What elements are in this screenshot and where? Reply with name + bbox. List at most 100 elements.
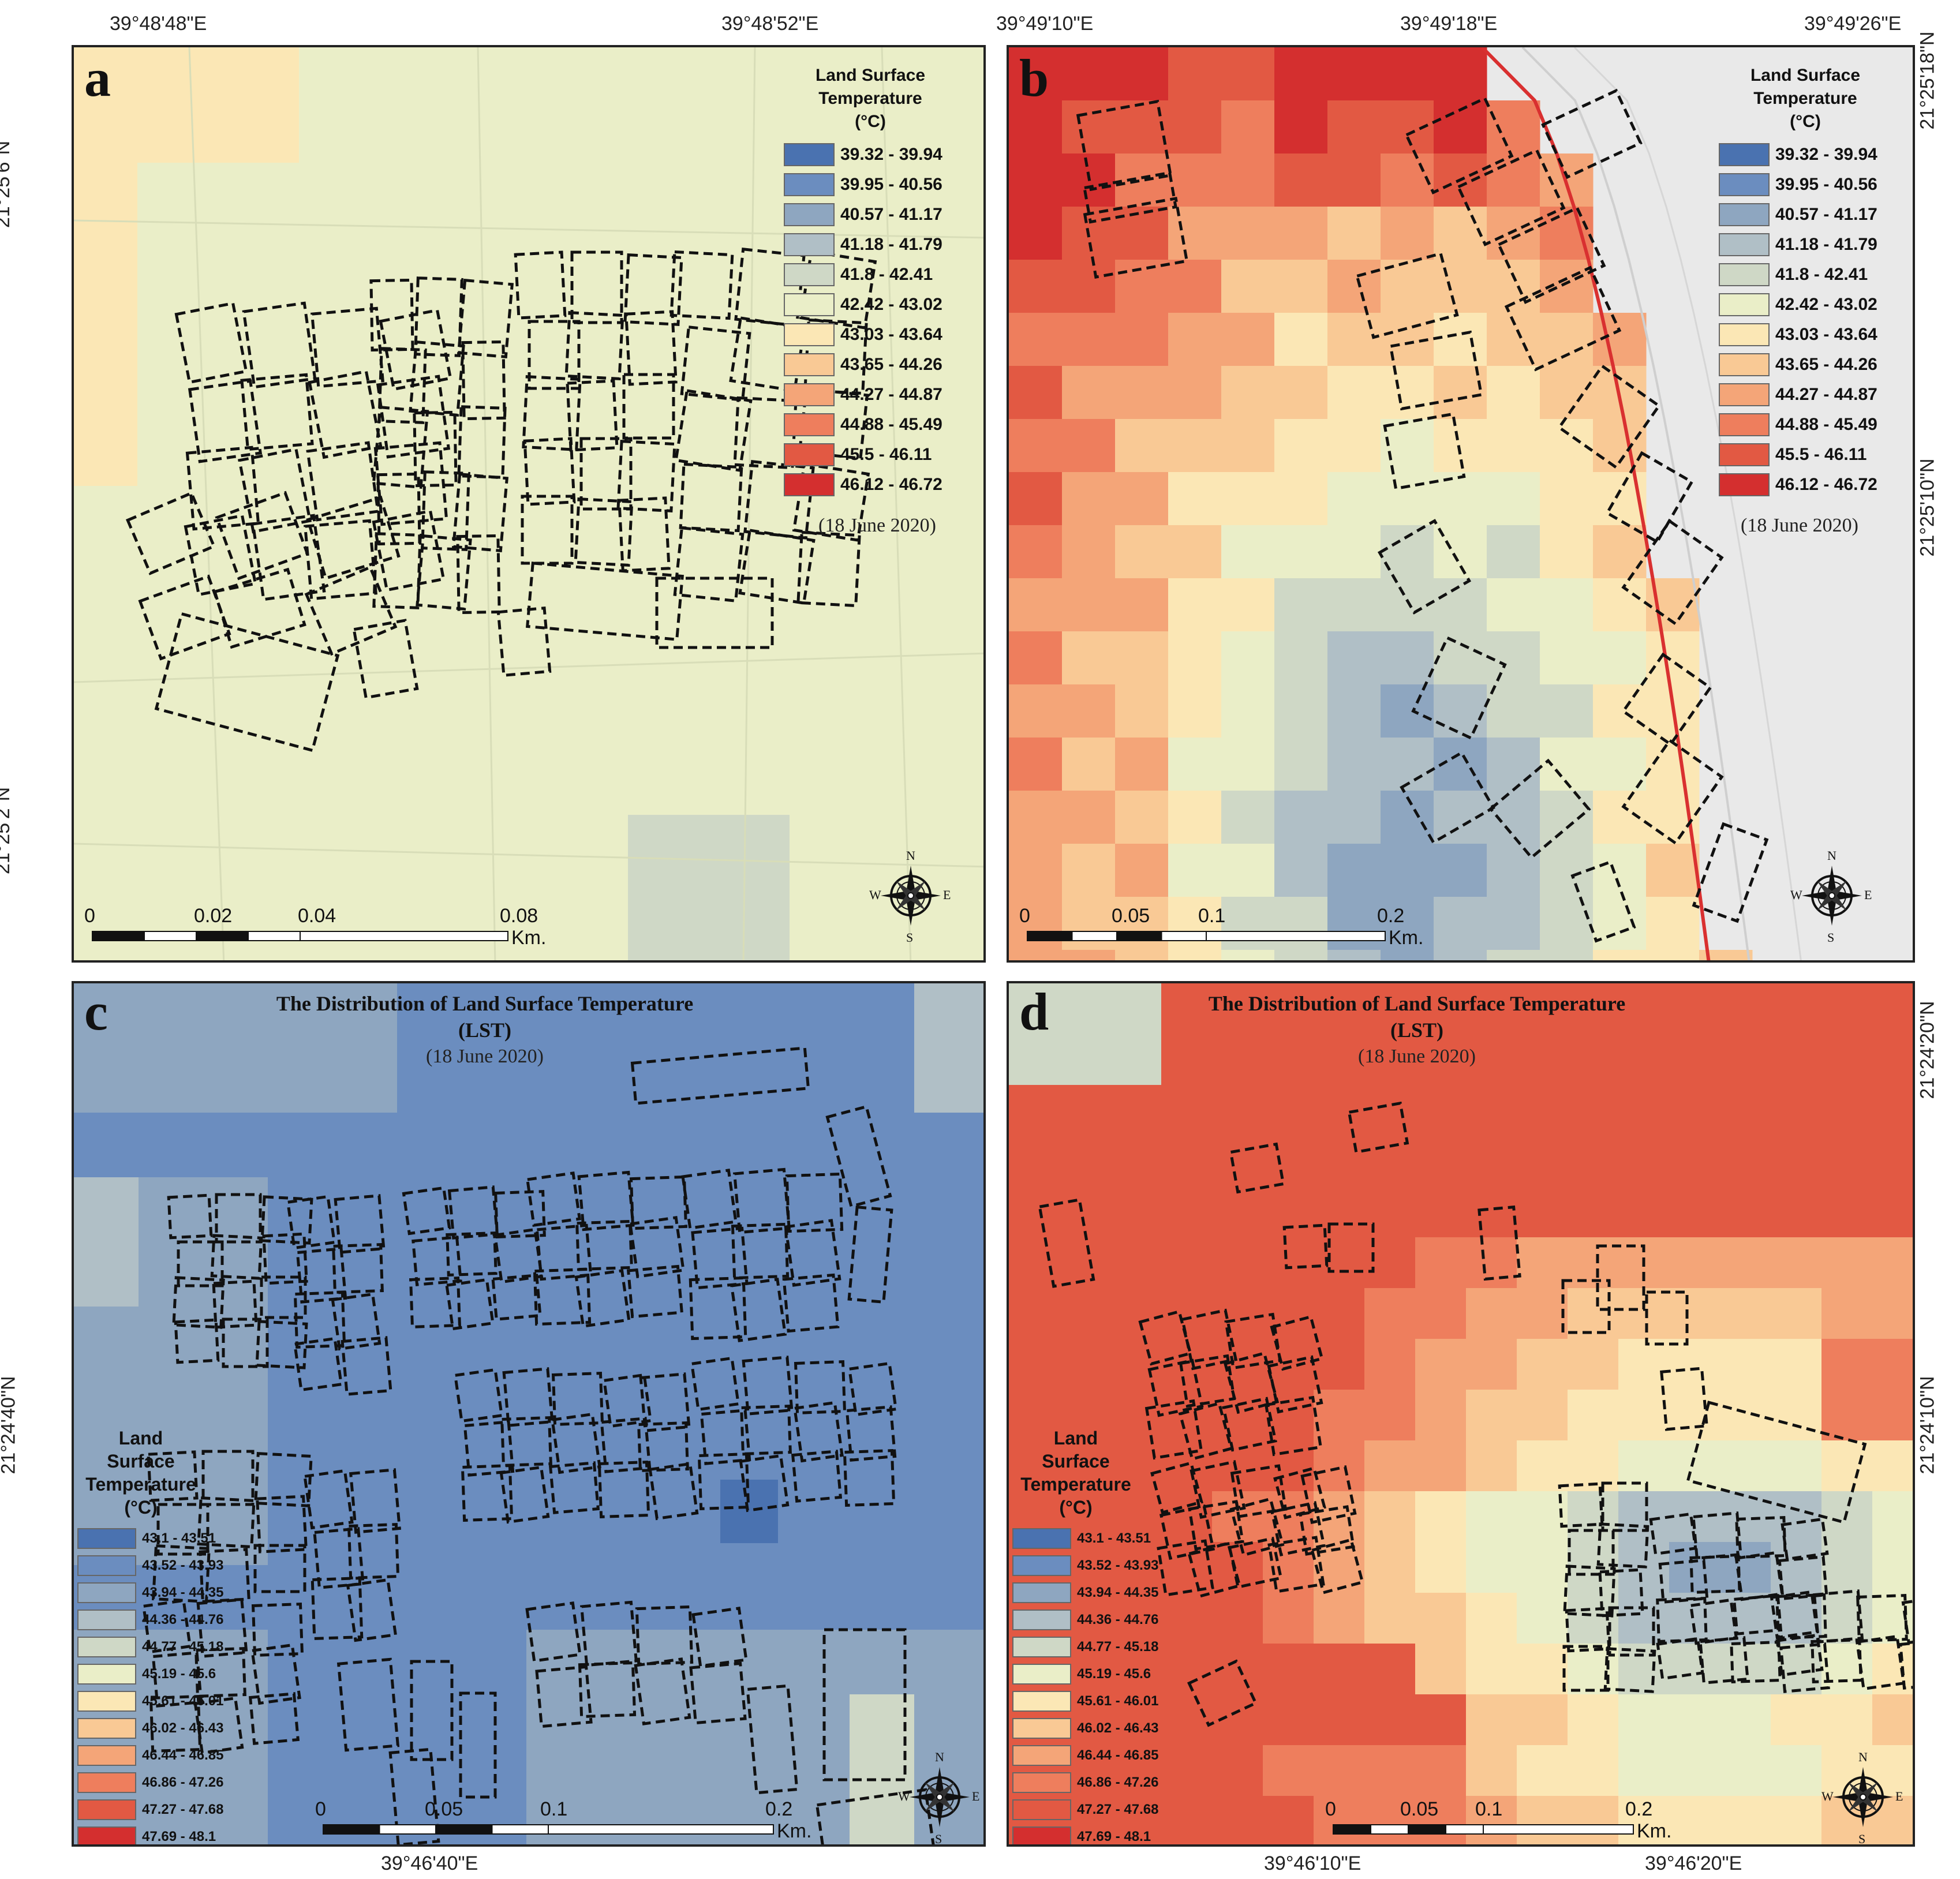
lst-pixel	[1062, 578, 1116, 632]
coord-label: 21°24'20"N	[1916, 1001, 1939, 1099]
lst-pixel	[1517, 1288, 1568, 1339]
lst-pixel	[1872, 1796, 1913, 1844]
lst-pixel	[1646, 738, 1700, 791]
building-footprint	[629, 1216, 685, 1278]
lst-pixel	[656, 1759, 721, 1824]
lst-raster	[1009, 983, 1913, 1844]
road-line	[477, 47, 496, 960]
lst-pixel	[850, 1177, 915, 1242]
lst-pixel	[526, 1759, 592, 1824]
lst-pixel	[1274, 791, 1328, 844]
lst-pixel	[1568, 1745, 1619, 1796]
building-footprint	[331, 1292, 381, 1351]
building-footprint	[253, 1544, 306, 1593]
lst-pixel	[720, 1480, 778, 1543]
lst-pixel	[1771, 1491, 1822, 1543]
lst-pixel	[1540, 631, 1594, 685]
lst-pixel	[1618, 1390, 1670, 1441]
lst-pixel	[1314, 1237, 1365, 1289]
lst-pixel	[720, 1242, 786, 1307]
lst-pixel	[1009, 791, 1063, 844]
north-arrow-icon: N S W E	[1821, 1750, 1903, 1844]
lst-pixel	[1327, 791, 1381, 844]
legend-item: 47.69 - 48.1	[1012, 1826, 1151, 1844]
lst-pixel	[1517, 1644, 1568, 1695]
lst-pixel	[1364, 1034, 1416, 1086]
building-footprint	[1656, 1597, 1708, 1643]
lst-pixel	[1568, 1491, 1619, 1543]
scale-label: 0.05	[1400, 1798, 1439, 1820]
legend-swatch	[77, 1772, 136, 1793]
lst-pixel	[1062, 419, 1116, 473]
lst-pixel	[1009, 1440, 1060, 1492]
north-arrow-icon: N S W E	[869, 848, 951, 945]
legend-label: 44.88 - 45.49	[1775, 415, 1877, 434]
building-footprint	[1596, 1522, 1649, 1569]
lst-pixel	[1466, 1440, 1517, 1492]
lst-pixel	[268, 1436, 333, 1501]
scale-label: 0	[1325, 1798, 1336, 1820]
lst-pixel	[139, 1242, 204, 1307]
legend-label: 41.8 - 42.41	[1775, 265, 1868, 284]
lst-pixel	[914, 1694, 979, 1760]
compass-rose-icon	[1802, 866, 1862, 926]
map-title: The Distribution of Land Surface Tempera…	[276, 992, 694, 1015]
building-footprint	[1178, 1401, 1233, 1461]
lst-pixel	[332, 1048, 398, 1113]
building-footprint	[413, 410, 458, 488]
building-footprint	[496, 607, 552, 677]
legend-title-line: Surface	[107, 1451, 175, 1472]
lst-pixel	[1415, 1542, 1467, 1593]
legend-label: 43.03 - 43.64	[1775, 325, 1877, 344]
lst-pixel	[1009, 844, 1063, 897]
building-footprint	[551, 1412, 601, 1474]
building-footprint	[690, 1356, 740, 1412]
building-footprint	[648, 1462, 699, 1521]
legend-item: 41.8 - 42.41	[784, 263, 933, 286]
lst-pixel	[1669, 1288, 1720, 1339]
building-footprint	[1856, 1594, 1908, 1642]
lst-pixel	[203, 1048, 268, 1113]
legend-item: 46.86 - 47.26	[1012, 1772, 1158, 1793]
building-footprint	[1561, 1279, 1611, 1334]
lst-pixel	[1415, 1745, 1467, 1796]
road-line	[1573, 47, 1802, 960]
lst-pixel	[979, 1177, 983, 1242]
building-footprint	[1557, 364, 1661, 470]
lst-pixel	[1434, 47, 1487, 101]
compass-n-label: N	[1827, 848, 1836, 863]
lst-pixel	[1009, 100, 1063, 154]
building-footprint	[188, 379, 263, 463]
legend-title-line: Land Surface	[1750, 66, 1861, 85]
lst-pixel	[203, 1759, 268, 1824]
lst-pixel	[526, 1113, 592, 1178]
compass-s-label: S	[1827, 930, 1835, 945]
building-footprint	[1270, 1315, 1324, 1371]
lst-pixel	[1669, 1644, 1720, 1695]
lst-pixel	[1466, 1339, 1517, 1390]
lst-pixel	[203, 1242, 268, 1307]
lst-pixel	[1274, 578, 1328, 632]
legend-item: 39.95 - 40.56	[1719, 173, 1877, 196]
scale-bar-segment	[1408, 1824, 1446, 1835]
lst-pixel	[1618, 1440, 1670, 1492]
legend-label: 47.27 - 47.68	[1077, 1802, 1159, 1817]
building-footprint	[622, 373, 675, 440]
legend-label: 45.19 - 45.6	[1077, 1666, 1151, 1682]
lst-pixel	[1364, 1491, 1416, 1543]
legend-label: 45.61 - 46.01	[1077, 1693, 1159, 1709]
legend-item: 41.18 - 41.79	[1719, 233, 1877, 256]
scale-bar-segment	[1071, 931, 1117, 941]
lst-pixel	[1720, 1440, 1771, 1492]
building-footprint	[1383, 412, 1466, 491]
compass-rose-icon	[881, 866, 941, 926]
building-footprint	[535, 1665, 593, 1728]
lst-pixel	[1466, 1034, 1517, 1086]
lst-pixel	[1669, 1745, 1720, 1796]
lst-pixel	[1263, 1136, 1314, 1187]
lst-pixel	[1618, 1745, 1670, 1796]
lst-pixel	[1517, 1339, 1568, 1390]
building-footprint	[629, 1175, 688, 1230]
lst-pixel	[1415, 1593, 1467, 1644]
building-footprint	[256, 1495, 308, 1554]
